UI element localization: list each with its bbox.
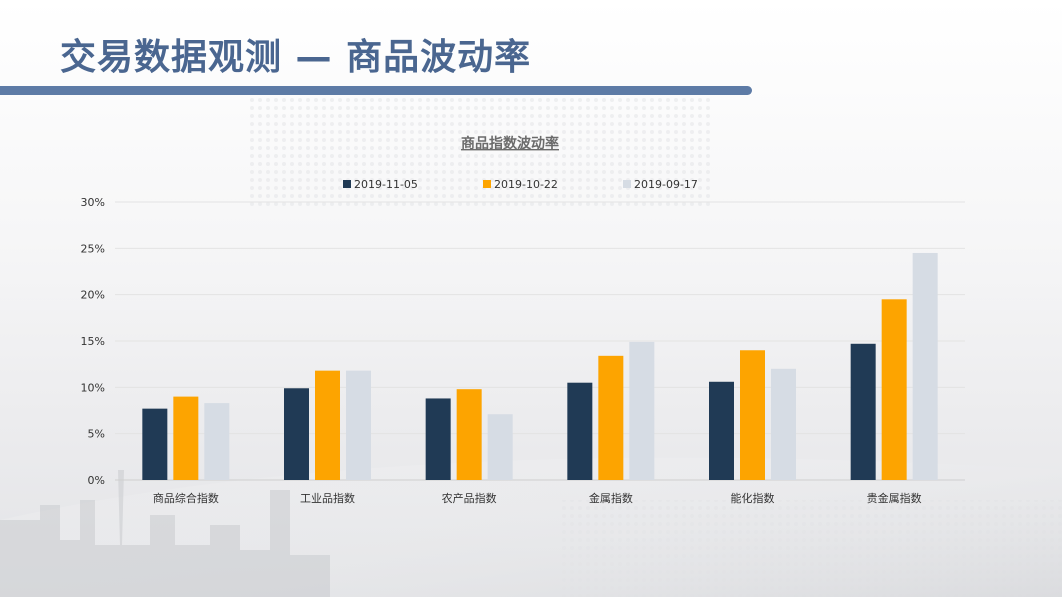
legend-swatch xyxy=(343,180,351,188)
bar-2019-10-22-金属指数 xyxy=(598,355,624,480)
x-category-label: 农产品指数 xyxy=(442,491,497,505)
legend-swatch xyxy=(623,180,631,188)
legend-label: 2019-10-22 xyxy=(494,178,558,191)
bar-2019-11-05-能化指数 xyxy=(709,381,734,480)
bar-2019-09-17-农产品指数 xyxy=(487,414,513,480)
bar-2019-11-05-农产品指数 xyxy=(425,398,451,480)
bar-2019-11-05-工业品指数 xyxy=(284,388,309,480)
bar-2019-11-05-金属指数 xyxy=(567,382,593,480)
bar-2019-10-22-工业品指数 xyxy=(315,370,340,480)
x-axis-labels: 商品综合指数 工业品指数 农产品指数 金属指数 能化指数 贵金属指数 xyxy=(153,491,922,505)
legend-swatch xyxy=(483,180,491,188)
bar-2019-09-17-能化指数 xyxy=(771,368,796,480)
y-tick-label: 15% xyxy=(81,335,105,348)
x-category-label: 金属指数 xyxy=(589,491,633,505)
bars xyxy=(142,252,938,480)
title-underline-bar xyxy=(0,86,752,95)
y-tick-label: 5% xyxy=(88,428,105,441)
chart-title: 商品指数波动率 xyxy=(461,135,559,152)
y-tick-label: 10% xyxy=(81,381,105,394)
slide-title: 交易数据观测 — 商品波动率 xyxy=(60,37,532,78)
bar-2019-09-17-商品综合指数 xyxy=(204,403,230,480)
legend-label: 2019-11-05 xyxy=(354,178,418,191)
x-category-label: 能化指数 xyxy=(731,491,775,505)
bar-2019-10-22-农产品指数 xyxy=(456,389,482,480)
bar-2019-09-17-工业品指数 xyxy=(346,370,371,480)
bar-2019-10-22-贵金属指数 xyxy=(881,299,907,480)
y-tick-label: 0% xyxy=(88,474,105,487)
chart-legend: 2019-11-05 2019-10-22 2019-09-17 xyxy=(343,178,698,191)
y-axis-ticks: 0% 5% 10% 15% 20% 25% 30% xyxy=(81,196,105,487)
bar-2019-10-22-能化指数 xyxy=(740,350,765,480)
bar-2019-11-05-贵金属指数 xyxy=(850,343,876,480)
x-category-label: 商品综合指数 xyxy=(153,491,219,505)
y-tick-label: 20% xyxy=(81,289,105,302)
x-category-label: 工业品指数 xyxy=(300,491,355,505)
x-category-label: 贵金属指数 xyxy=(867,491,922,505)
bar-2019-11-05-商品综合指数 xyxy=(142,408,168,480)
legend-label: 2019-09-17 xyxy=(634,178,698,191)
y-tick-label: 25% xyxy=(81,242,105,255)
bar-2019-09-17-金属指数 xyxy=(629,341,655,480)
gridlines xyxy=(115,201,965,481)
bar-2019-09-17-贵金属指数 xyxy=(912,252,938,480)
bar-2019-10-22-商品综合指数 xyxy=(173,396,199,480)
y-tick-label: 30% xyxy=(81,196,105,209)
